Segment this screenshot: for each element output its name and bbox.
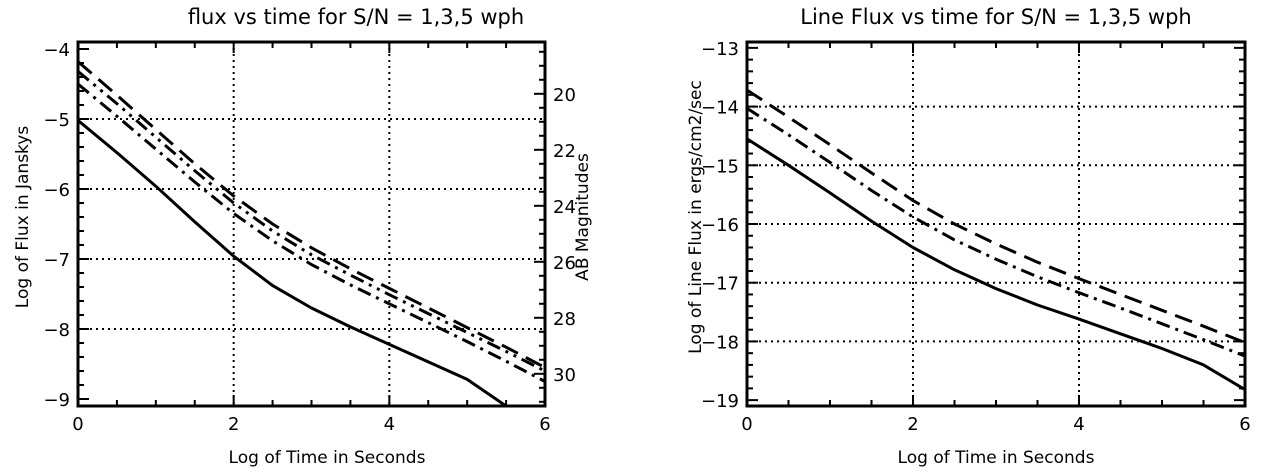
plot-frame (76, 40, 547, 408)
flux-panel: flux vs time for S/N = 1,3,5 wph Log of … (13, 5, 593, 468)
series-line-dashed (78, 60, 545, 369)
chart-title: flux vs time for S/N = 1,3,5 wph (188, 5, 524, 29)
series-line-solid (78, 119, 507, 406)
chart-title: Line Flux vs time for S/N = 1,3,5 wph (800, 5, 1191, 29)
line-flux-panel: Line Flux vs time for S/N = 1,3,5 wph Lo… (686, 5, 1251, 468)
y-tick-label: −7 (43, 250, 70, 271)
y2-tick-label: 26 (553, 253, 576, 274)
series-line-dash-dot (747, 107, 1245, 358)
x-axis-label: Log of Time in Seconds (898, 448, 1095, 468)
x-axis-label: Log of Time in Seconds (229, 448, 426, 468)
series-line-dashed (747, 88, 1245, 344)
y-axis-label: Log of Flux in Janskys (13, 126, 33, 309)
y2-tick-label: 28 (553, 309, 576, 330)
x-tick-label: 4 (384, 414, 395, 435)
y-tick-label: −18 (701, 332, 739, 353)
y-tick-label: −15 (701, 156, 739, 177)
series-line-dash-dot-dot (78, 70, 545, 373)
y-tick-label: −16 (701, 215, 739, 236)
x-tick-label: 6 (1239, 414, 1250, 435)
y-tick-label: −19 (701, 391, 739, 412)
y-tick-label: −5 (43, 110, 70, 131)
y-tick-label: −8 (43, 320, 70, 341)
x-tick-label: 0 (72, 414, 83, 435)
x-tick-label: 6 (539, 414, 550, 435)
y-tick-label: −14 (701, 98, 739, 119)
y-tick-label: −13 (701, 39, 739, 60)
x-tick-label: 2 (228, 414, 239, 435)
x-tick-label: 2 (907, 414, 918, 435)
y2-axis-label: AB Magnitudes (573, 153, 593, 281)
y-tick-label: −4 (43, 40, 70, 61)
y-axis-label: Log of Line Flux in ergs/cm2/sec (686, 80, 706, 354)
y2-tick-label: 22 (553, 141, 576, 162)
y2-tick-label: 20 (553, 85, 576, 106)
y2-tick-label: 30 (553, 365, 576, 386)
x-tick-label: 4 (1073, 414, 1084, 435)
x-tick-label: 0 (741, 414, 752, 435)
y-tick-label: −9 (43, 390, 70, 411)
series-line-dash-dot (78, 82, 545, 383)
y-tick-label: −17 (701, 274, 739, 295)
y2-tick-label: 24 (553, 197, 576, 218)
y-tick-label: −6 (43, 180, 70, 201)
series-line-solid (747, 137, 1245, 391)
